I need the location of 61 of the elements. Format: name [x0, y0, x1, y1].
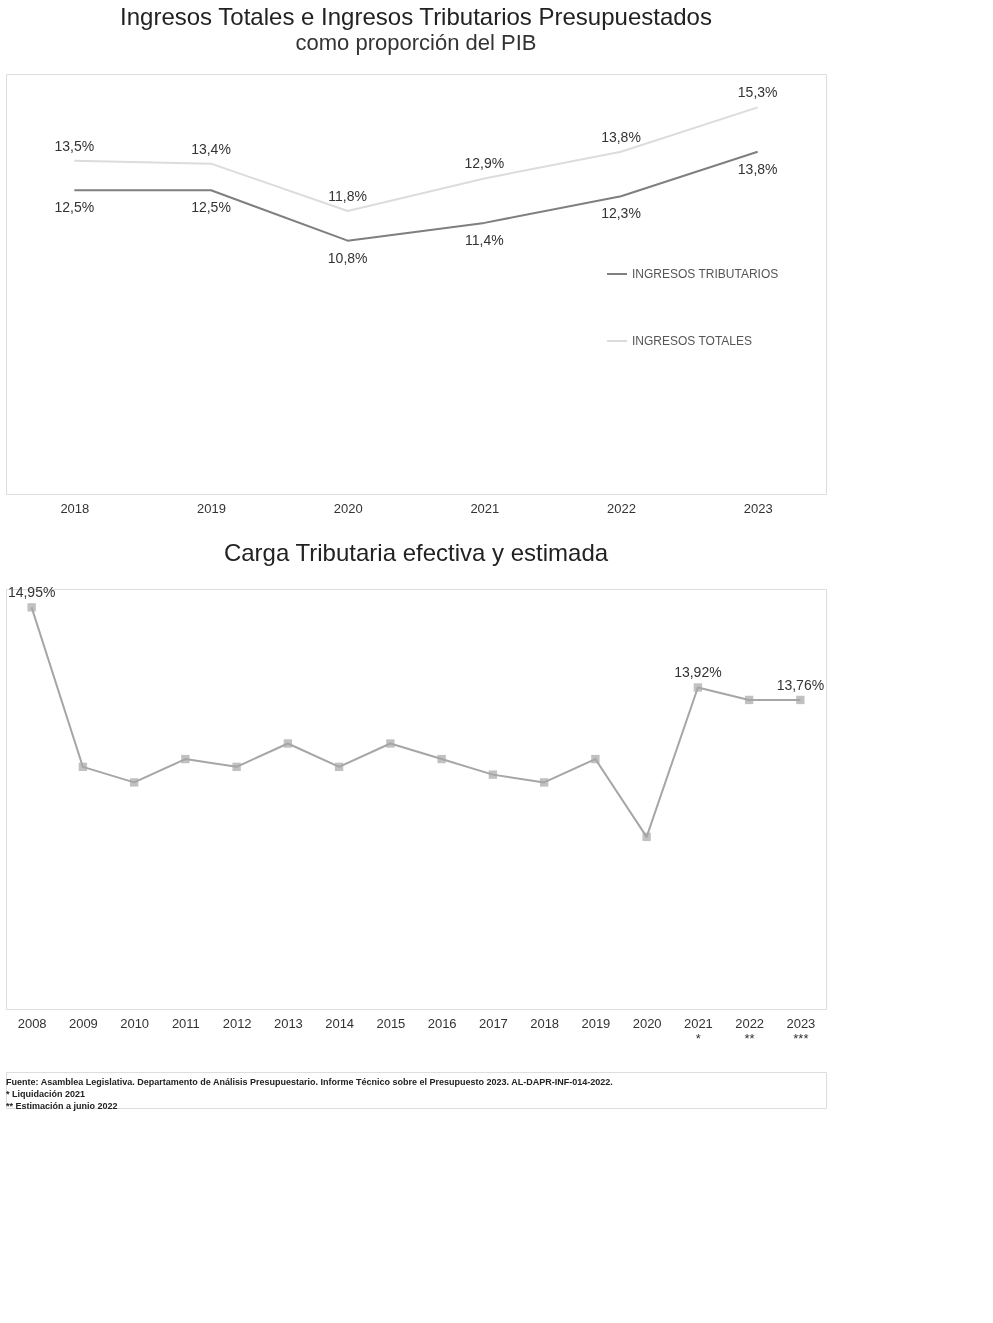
point: [129, 778, 139, 787]
x-tick-label: 2018: [60, 500, 90, 516]
data-label: 11,4%: [465, 231, 504, 248]
data-label: 13,5%: [54, 137, 95, 154]
x-tick-label: 2023 ***: [786, 1015, 816, 1046]
data-label: 13,8%: [601, 128, 641, 145]
x-tick-label: 2020: [632, 1015, 662, 1031]
data-label: 12,5%: [191, 199, 231, 216]
data-label: 12,3%: [601, 205, 641, 222]
data-label: 13,92%: [674, 664, 722, 681]
x-tick-label: 2013: [273, 1015, 303, 1031]
point: [78, 762, 88, 772]
legend-label: INGRESOS TRIBUTARIOS: [632, 267, 779, 281]
data-label: 13,8%: [737, 160, 778, 177]
x-tick-label: 2020: [333, 500, 363, 516]
x-tick-label: 2015: [376, 1015, 406, 1031]
text: * Liquidación 2021: [6, 1089, 86, 1099]
point: [232, 762, 241, 772]
point: [386, 739, 395, 748]
x-tick-label: 2022 **: [735, 1015, 765, 1046]
legend-label: INGRESOS TOTALES: [632, 334, 753, 348]
point: [437, 754, 446, 764]
x-tick-label: 2022: [607, 500, 636, 516]
data-label: 12,5%: [54, 199, 95, 216]
source-note: Fuente: Asamblea Legislativa. Departamento de Análisis Presupuestario. Informe Técnico sobre el Presupuesto 2023. AL-DAPR-INF-014-2022.: [6, 1077, 613, 1087]
point: [693, 683, 703, 692]
point: [488, 770, 498, 779]
data-label: 14,95%: [7, 584, 56, 601]
x-tick-label: 2011: [171, 1015, 200, 1031]
x-tick-label: 2017: [478, 1015, 508, 1031]
x-tick-label: 2008: [17, 1015, 47, 1031]
x-tick-label: 2021: [470, 500, 500, 516]
point: [744, 695, 754, 705]
chart-title: Ingresos Totales e Ingresos Tributarios Presupuestados: [120, 3, 712, 30]
x-tick-label: 2018: [530, 1015, 560, 1031]
point: [642, 832, 651, 842]
chart-subtitle: como proporción del PIB: [295, 30, 537, 55]
x-tick-label: 2023: [743, 500, 773, 516]
point: [591, 754, 600, 764]
x-tick-label: 2010: [120, 1015, 150, 1031]
x-tick-label: 2019: [581, 1015, 611, 1031]
data-label: 11,8%: [328, 188, 367, 205]
data-label: 15,3%: [737, 84, 778, 101]
point: [539, 778, 549, 787]
point: [181, 754, 190, 764]
x-tick-label: 2009: [68, 1015, 98, 1031]
data-label: 12,9%: [464, 155, 505, 172]
chart-title: Carga Tributaria efectiva y estimada: [223, 539, 609, 567]
x-tick-label: 2019: [197, 500, 226, 516]
point: [27, 603, 36, 612]
point: [334, 762, 344, 772]
x-tick-label: 2021 *: [683, 1015, 713, 1046]
data-label: 13,4%: [191, 140, 231, 157]
x-tick-label: 2012: [222, 1015, 252, 1031]
point: [796, 695, 805, 705]
text: ** Estimación a junio 2022: [6, 1101, 118, 1111]
x-tick-label: 2016: [427, 1015, 457, 1031]
data-label: 13,76%: [776, 676, 825, 693]
point: [283, 739, 293, 748]
data-label: 10,8%: [327, 249, 368, 266]
x-tick-label: 2014: [325, 1015, 355, 1031]
